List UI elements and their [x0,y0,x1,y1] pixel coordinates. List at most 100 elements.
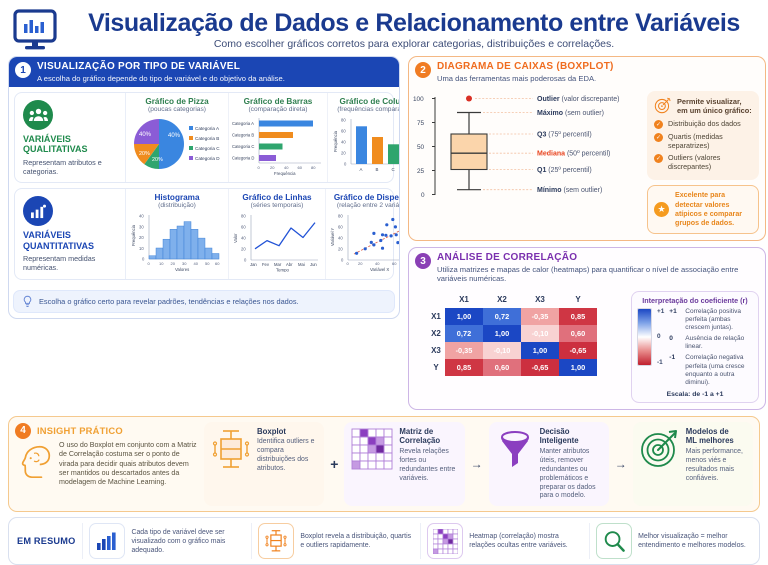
svg-text:10: 10 [159,261,164,266]
summary-item-boxplot: Boxplot revela a distribuição, quartis e… [251,523,413,559]
benefit-text: Quartis (medidas separatrizes) [668,132,752,150]
insight-step-title-line1: Modelos de [686,427,729,436]
insight-step-desc: Identifica outliers e compara distribuiç… [257,438,318,474]
summary-item-charts: Cada tipo de variável deve ser visualiza… [82,523,244,559]
insight-step-models: Modelos de ML melhores Mais performance,… [633,422,753,507]
matrix-cell: -0,10 [521,325,559,342]
svg-text:40%: 40% [168,133,181,139]
qualitative-title-line2: QUALITATIVAS [23,144,88,154]
svg-text:25: 25 [417,168,425,175]
scale-top-label: +1 [657,308,664,315]
benefit-item: ✓ Distribuição dos dados [654,119,752,129]
lightbulb-icon [22,295,33,308]
summary-item-text: Melhor visualização = melhor entendiment… [638,532,751,550]
svg-text:Mediana (50º percentil): Mediana (50º percentil) [537,151,610,158]
section-1-title: VISUALIZAÇÃO POR TIPO DE VARIÁVEL [37,61,285,73]
svg-text:Categoria D: Categoria D [232,156,254,161]
bar-chart-cell: Gráfico de Barras (comparação direta) Ca… [229,93,328,182]
insight-step-boxplot-text: Boxplot Identifica outliers e compara di… [257,427,318,474]
color-scale-bar [637,308,652,366]
header-text: Visualização de Dados e Relacionamento e… [68,10,760,50]
connector-arrow-1: → [470,422,484,507]
insight-step-title-line1: Matriz de [399,427,433,436]
legend-item-text: Correlação positiva perfeita (ambas cres… [685,308,753,332]
svg-text:0: 0 [347,261,350,266]
right-column: 2 DIAGRAMA DE CAIXAS (BOXPLOT) Uma das f… [408,56,766,410]
qualitative-label-block: VARIÁVEIS QUALITATIVAS Representam atrib… [15,93,126,182]
brain-head-icon [15,441,55,488]
svg-text:Variável X: Variável X [370,267,389,272]
section-1-tip: Escolha o gráfico certo para revelar pad… [13,290,395,313]
svg-text:Categoria A: Categoria A [195,126,220,131]
legend-item-key: -1 [669,354,681,387]
qualitative-title-line1: VARIÁVEIS [23,134,71,144]
column-chart-cell: Gráfico de Colunas (frequências comparat… [328,93,400,182]
svg-text:50: 50 [417,144,425,151]
matrix-cell: 0,60 [559,325,597,342]
boxplot-note: ★ Excelente para detectar valores atípic… [647,185,759,234]
section-3-header: 3 ANÁLISE DE CORRELAÇÃO Utiliza matrizes… [409,248,765,287]
insight-step-boxplot: Boxplot Identifica outliers e compara di… [204,422,324,507]
section-4-title: INSIGHT PRÁTICO [37,425,123,436]
scale-bottom-label: -1 [657,359,664,366]
section-3-body: X1 X2 X3 Y X1 1,00 0,72 -0,35 0,85 [409,288,765,409]
matrix-row: Y 0,85 0,60 -0,65 1,00 [427,359,597,376]
insight-step-title: Modelos de ML melhores [686,427,747,446]
section-4-number: 4 [15,423,31,439]
svg-text:20%: 20% [152,157,163,163]
matrix-cell: 1,00 [521,342,559,359]
quantitative-title-line1: VARIÁVEIS [23,230,71,240]
matrix-row-header: X3 [427,342,445,359]
connector-arrow-2: → [614,422,628,507]
matrix-cell: -0,65 [559,342,597,359]
svg-text:20%: 20% [139,151,150,157]
section-2-panel: 2 DIAGRAMA DE CAIXAS (BOXPLOT) Uma das f… [408,56,766,241]
svg-text:Categoria C: Categoria C [232,144,254,149]
connector-plus: + [329,422,339,507]
section-1-subtitle: A escolha do gráfico depende do tipo de … [37,74,285,83]
svg-text:Frequência: Frequência [274,171,296,176]
svg-text:50: 50 [205,261,210,266]
section-4-head: 4 INSIGHT PRÁTICO O uso do Boxplot em co… [15,422,199,507]
svg-text:20: 20 [171,261,176,266]
section-1-body: VARIÁVEIS QUALITATIVAS Representam atrib… [9,87,399,289]
legend-title: Interpretação do coeficiente (r) [637,296,753,305]
section-1-panel: 1 VISUALIZAÇÃO POR TIPO DE VARIÁVEL A es… [8,56,400,319]
quantitative-row: VARIÁVEIS QUANTITATIVAS Representam medi… [14,188,394,279]
svg-text:60: 60 [392,261,397,266]
svg-text:Mar: Mar [274,262,282,267]
insight-step-matrix: Matriz de Correlação Revela relações for… [344,422,464,507]
summary-item-text: Boxplot revela a distribuição, quartis e… [300,532,413,550]
svg-text:10: 10 [139,246,144,251]
section-3-subtitle: Utiliza matrizes e mapas de calor (heatm… [437,265,757,284]
correlation-legend-block: Interpretação do coeficiente (r) +1 0 -1 [631,291,759,403]
color-scale-labels: +1 0 -1 [657,308,664,366]
svg-text:Categoria D: Categoria D [195,156,220,161]
line-chart-title: Gráfico de Linhas [242,193,311,202]
boxplot-note-text: Excelente para detectar valores atípicos… [675,191,752,228]
column-chart-title: Gráfico de Colunas [339,97,400,106]
section-2-header: 2 DIAGRAMA DE CAIXAS (BOXPLOT) Uma das f… [409,57,765,87]
section-2-subtitle: Uma das ferramentas mais poderosas da ED… [437,74,614,83]
boxplot-benefits-card: Permite visualizar, em um único gráfico:… [647,91,759,181]
quantitative-desc: Representam medidas numéricas. [23,254,119,273]
summary-item-visualization: Melhor visualização = melhor entendiment… [589,523,751,559]
summary-item-text: Cada tipo de variável deve ser visualiza… [131,528,244,555]
benefit-item: ✓ Quartis (medidas separatrizes) [654,132,752,150]
svg-text:B: B [376,167,379,172]
page-subtitle: Como escolher gráficos corretos para exp… [68,38,760,50]
pie-chart-title: Gráfico de Pizza [145,97,208,106]
matrix-cell: 1,00 [559,359,597,376]
svg-text:Jan: Jan [250,262,257,267]
people-group-icon [23,100,53,130]
matrix-col-header: Y [559,291,597,308]
svg-text:60: 60 [241,225,246,230]
benefits-title: Permite visualizar, em um único gráfico: [677,97,752,116]
matrix-row: X2 0,72 1,00 -0,10 0,60 [427,325,597,342]
